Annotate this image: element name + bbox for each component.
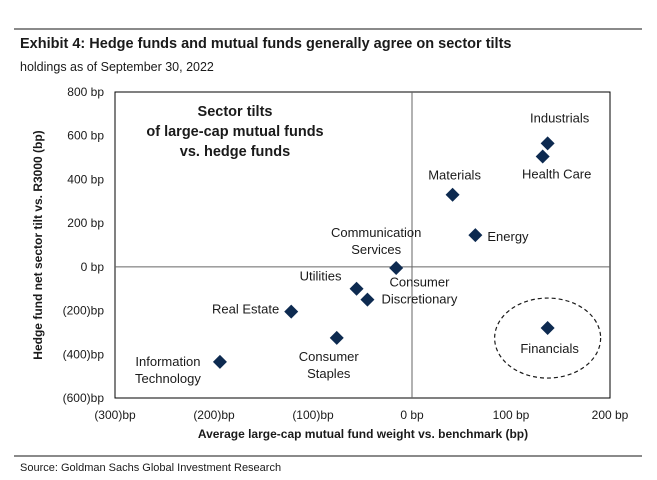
plot-frame <box>114 91 611 399</box>
point-marker-information-technology <box>212 354 227 369</box>
exhibit-title: Exhibit 4: Hedge funds and mutual funds … <box>20 36 512 52</box>
y-axis-title: Hedge fund net sector tilt vs. R3000 (bp… <box>31 130 45 359</box>
point-label-consumer-discretionary: Consumer Discretionary <box>382 275 458 307</box>
point-marker-materials <box>445 187 460 202</box>
point-label-information-technology: Information Technology <box>135 354 201 386</box>
x-tick-label: 100 bp <box>493 408 530 422</box>
plot-frame-group <box>114 91 611 399</box>
y-tick-label: 200 bp <box>67 216 104 230</box>
point-label-industrials: Industrials <box>530 110 590 125</box>
point-label-health-care: Health Care <box>522 166 591 181</box>
highlight-circle <box>494 297 602 379</box>
point-label-real-estate: Real Estate <box>212 302 279 317</box>
point-marker-real-estate <box>284 304 299 319</box>
point-label-materials: Materials <box>428 168 481 183</box>
exhibit-subtitle: holdings as of September 30, 2022 <box>20 60 214 74</box>
point-marker-consumer-staples <box>329 330 344 345</box>
tick-labels-group: (300)bp (200)bp (100)bp 0 bp 100 bp 200 bp 800… <box>63 85 629 422</box>
source-note: Source: Goldman Sachs Global Investment … <box>20 462 282 474</box>
point-label-utilities: Utilities <box>300 269 342 284</box>
point-marker-energy <box>468 228 483 243</box>
bottom-rule <box>14 455 642 457</box>
y-tick-label: (400)bp <box>63 347 105 361</box>
point-marker-consumer-discretionary <box>360 292 375 307</box>
x-tick-label: 0 bp <box>400 408 424 422</box>
top-rule <box>14 28 642 30</box>
point-marker-financials <box>540 321 555 336</box>
point-marker-communication-services <box>389 260 404 275</box>
point-marker-health-care <box>535 149 550 164</box>
y-tick-label: 400 bp <box>67 172 104 186</box>
point-label-energy: Energy <box>487 229 529 244</box>
y-tick-label: 0 bp <box>81 260 105 274</box>
x-tick-label: (100)bp <box>292 408 334 422</box>
inset-title: Sector tilts of large-cap mutual funds vs.… <box>146 104 323 160</box>
y-tick-label: (200)bp <box>63 304 105 318</box>
point-label-financials: Financials <box>520 341 579 356</box>
inset-title-group: Sector tilts of large-cap mutual funds vs.… <box>146 104 323 160</box>
y-tick-label: 600 bp <box>67 129 104 143</box>
point-label-consumer-staples: Consumer Staples <box>299 349 360 381</box>
x-tick-label: (300)bp <box>94 408 136 422</box>
point-label-communication-services: Communication Services <box>331 225 421 257</box>
y-tick-label: 800 bp <box>67 85 104 99</box>
x-tick-label: (200)bp <box>193 408 235 422</box>
point-marker-industrials <box>540 136 555 151</box>
x-tick-label: 200 bp <box>592 408 629 422</box>
y-tick-label: (600)bp <box>63 391 105 405</box>
point-marker-utilities <box>349 281 364 296</box>
data-points-group: Industrials Health Care Materials Energy Com… <box>135 110 602 386</box>
x-axis-title: Average large-cap mutual fund weight vs.… <box>198 427 528 441</box>
